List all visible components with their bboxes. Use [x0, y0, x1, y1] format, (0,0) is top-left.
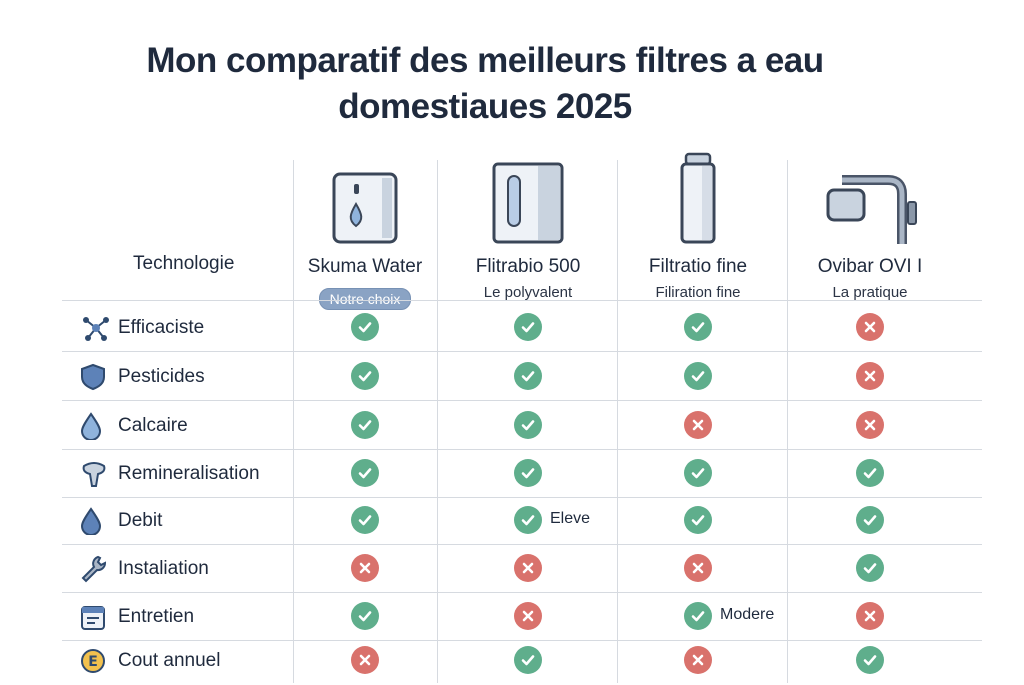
- row-label: Debit: [80, 497, 162, 545]
- product-name: Skuma Water: [307, 256, 423, 277]
- cell-note: Modere: [720, 606, 775, 623]
- faucet-filter-icon: [790, 150, 950, 246]
- check-icon: [684, 362, 712, 390]
- wrench-icon: [80, 554, 118, 584]
- row-label-text: Calcaire: [118, 415, 188, 436]
- water-dispenser-icon: [285, 150, 445, 246]
- product-tagline-text: Notre choix: [318, 288, 412, 310]
- check-icon: [684, 602, 712, 630]
- cross-icon: [856, 602, 884, 630]
- column-divider: [437, 160, 438, 683]
- tooth-icon: [80, 459, 118, 489]
- cross-icon: [514, 602, 542, 630]
- cross-icon: [684, 554, 712, 582]
- row-label: Efficaciste: [80, 304, 204, 352]
- svg-text:E: E: [88, 654, 98, 670]
- check-icon: [514, 459, 542, 487]
- column-divider: [617, 160, 618, 683]
- product-name: Ovibar OVI I: [817, 256, 923, 277]
- product-name: Flitrabio 500: [475, 256, 581, 277]
- row-divider: [62, 592, 982, 593]
- title-line-1: Mon comparatif des meilleurs filtres a e…: [146, 41, 824, 80]
- check-icon: [514, 411, 542, 439]
- check-icon: [856, 459, 884, 487]
- check-icon: [351, 313, 379, 341]
- cross-icon: [351, 554, 379, 582]
- molecule-icon: [80, 313, 118, 343]
- check-icon: [351, 362, 379, 390]
- product-header: Flitrabio 500 Le polyvalent: [448, 150, 608, 301]
- row-label-text: Instaliation: [118, 558, 209, 579]
- check-icon: [514, 313, 542, 341]
- check-icon: [351, 602, 379, 630]
- row-label-text: Remineralisation: [118, 463, 260, 484]
- row-label-text: Efficaciste: [118, 317, 205, 338]
- row-label-text: Pesticides: [118, 366, 205, 387]
- row-divider: [62, 351, 982, 352]
- product-tagline-text: Filiration fine: [655, 284, 741, 301]
- cross-icon: [856, 313, 884, 341]
- product-header: Ovibar OVI I La pratique: [790, 150, 950, 301]
- row-label: Pesticides: [80, 353, 205, 401]
- page-title: Mon comparatif des meilleurs filtres a e…: [0, 38, 970, 130]
- shield-icon: [80, 362, 118, 392]
- row-label-text: Debit: [118, 510, 163, 531]
- product-tagline: Filiration fine: [618, 284, 778, 301]
- cross-icon: [684, 646, 712, 674]
- cross-icon: [856, 362, 884, 390]
- check-icon: [351, 411, 379, 439]
- cell-note: Eleve: [550, 510, 591, 527]
- column-divider: [293, 160, 294, 683]
- row-label: Instaliation: [80, 545, 209, 593]
- product-tagline: Le polyvalent: [448, 284, 608, 301]
- check-icon: [351, 506, 379, 534]
- row-label-text: Entretien: [118, 606, 195, 627]
- check-icon: [684, 459, 712, 487]
- euro-coin-icon: E: [80, 646, 118, 676]
- product-tagline-text: La pratique: [832, 284, 908, 301]
- product-tagline-text: Le polyvalent: [483, 284, 573, 301]
- check-icon: [684, 506, 712, 534]
- cross-icon: [514, 554, 542, 582]
- product-name: Filtratio fine: [648, 256, 748, 277]
- cross-icon: [684, 411, 712, 439]
- filter-box-icon: [448, 150, 608, 246]
- row-divider: [62, 449, 982, 450]
- check-icon: [856, 506, 884, 534]
- row-label: Calcaire: [80, 402, 188, 450]
- check-icon: [684, 313, 712, 341]
- column-divider: [787, 160, 788, 683]
- title-line-2: domestiaues 2025: [338, 87, 632, 126]
- product-header: Filtratio fine Filiration fine: [618, 150, 778, 301]
- calendar-icon: [80, 602, 118, 632]
- check-icon: [514, 646, 542, 674]
- row-label: Entretien: [80, 593, 194, 641]
- row-label: E Cout annuel: [80, 637, 220, 685]
- cross-icon: [856, 411, 884, 439]
- check-icon: [514, 362, 542, 390]
- row-divider: [62, 400, 982, 401]
- row-divider: [62, 544, 982, 545]
- cross-icon: [351, 646, 379, 674]
- check-icon: [856, 646, 884, 674]
- check-icon: [514, 506, 542, 534]
- row-divider: [62, 640, 982, 641]
- check-icon: [856, 554, 884, 582]
- product-tagline: La pratique: [790, 284, 950, 301]
- row-divider: [62, 497, 982, 498]
- product-header: Skuma Water Notre choix: [285, 150, 445, 310]
- water-drop-icon: [80, 411, 118, 441]
- filter-cartridge-icon: [618, 150, 778, 246]
- row-label-text: Cout annuel: [118, 650, 221, 671]
- row-divider: [62, 300, 982, 301]
- check-icon: [351, 459, 379, 487]
- row-label: Remineralisation: [80, 450, 260, 498]
- drop-icon: [80, 506, 118, 536]
- technology-header: Technologie: [133, 253, 235, 274]
- choice-badge: Notre choix: [285, 284, 445, 310]
